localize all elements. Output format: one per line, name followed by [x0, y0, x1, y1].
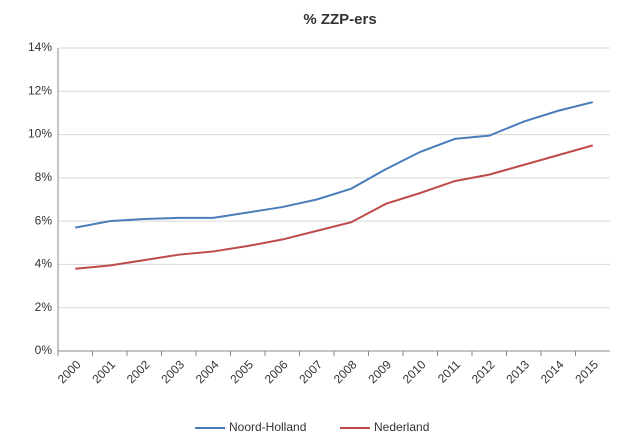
- y-tick-label: 8%: [35, 170, 53, 184]
- legend-label: Nederland: [374, 420, 429, 434]
- y-tick-label: 14%: [28, 40, 52, 54]
- x-tick-label: 2010: [400, 357, 429, 386]
- series-line: [75, 101, 593, 229]
- x-tick-label: 2006: [262, 357, 291, 386]
- series-line: [75, 144, 594, 270]
- x-tick-label: 2012: [469, 357, 498, 386]
- x-tick-label: 2005: [227, 357, 256, 386]
- x-tick-label: 2001: [89, 357, 118, 386]
- y-tick-label: 12%: [28, 83, 52, 97]
- y-tick-label: 0%: [35, 343, 53, 357]
- x-tick-label: 2007: [296, 357, 325, 386]
- x-tick-label: 2004: [193, 357, 222, 386]
- y-tick-label: 10%: [28, 127, 52, 141]
- x-tick-label: 2008: [331, 357, 360, 386]
- x-tick-label: 2002: [124, 357, 153, 386]
- x-tick-label: 2011: [435, 357, 463, 385]
- x-tick-label: 2003: [158, 357, 187, 386]
- legend-label: Noord-Holland: [229, 420, 306, 434]
- chart-title: % ZZP-ers: [303, 11, 376, 28]
- y-tick-label: 2%: [35, 300, 53, 314]
- x-tick-label: 2014: [538, 357, 567, 386]
- x-tick-label: 2009: [365, 357, 394, 386]
- y-tick-label: 4%: [35, 257, 53, 271]
- x-tick-label: 2015: [572, 357, 601, 386]
- x-tick-label: 2013: [503, 357, 532, 386]
- x-tick-label: 2000: [55, 357, 84, 386]
- y-tick-label: 6%: [35, 213, 53, 227]
